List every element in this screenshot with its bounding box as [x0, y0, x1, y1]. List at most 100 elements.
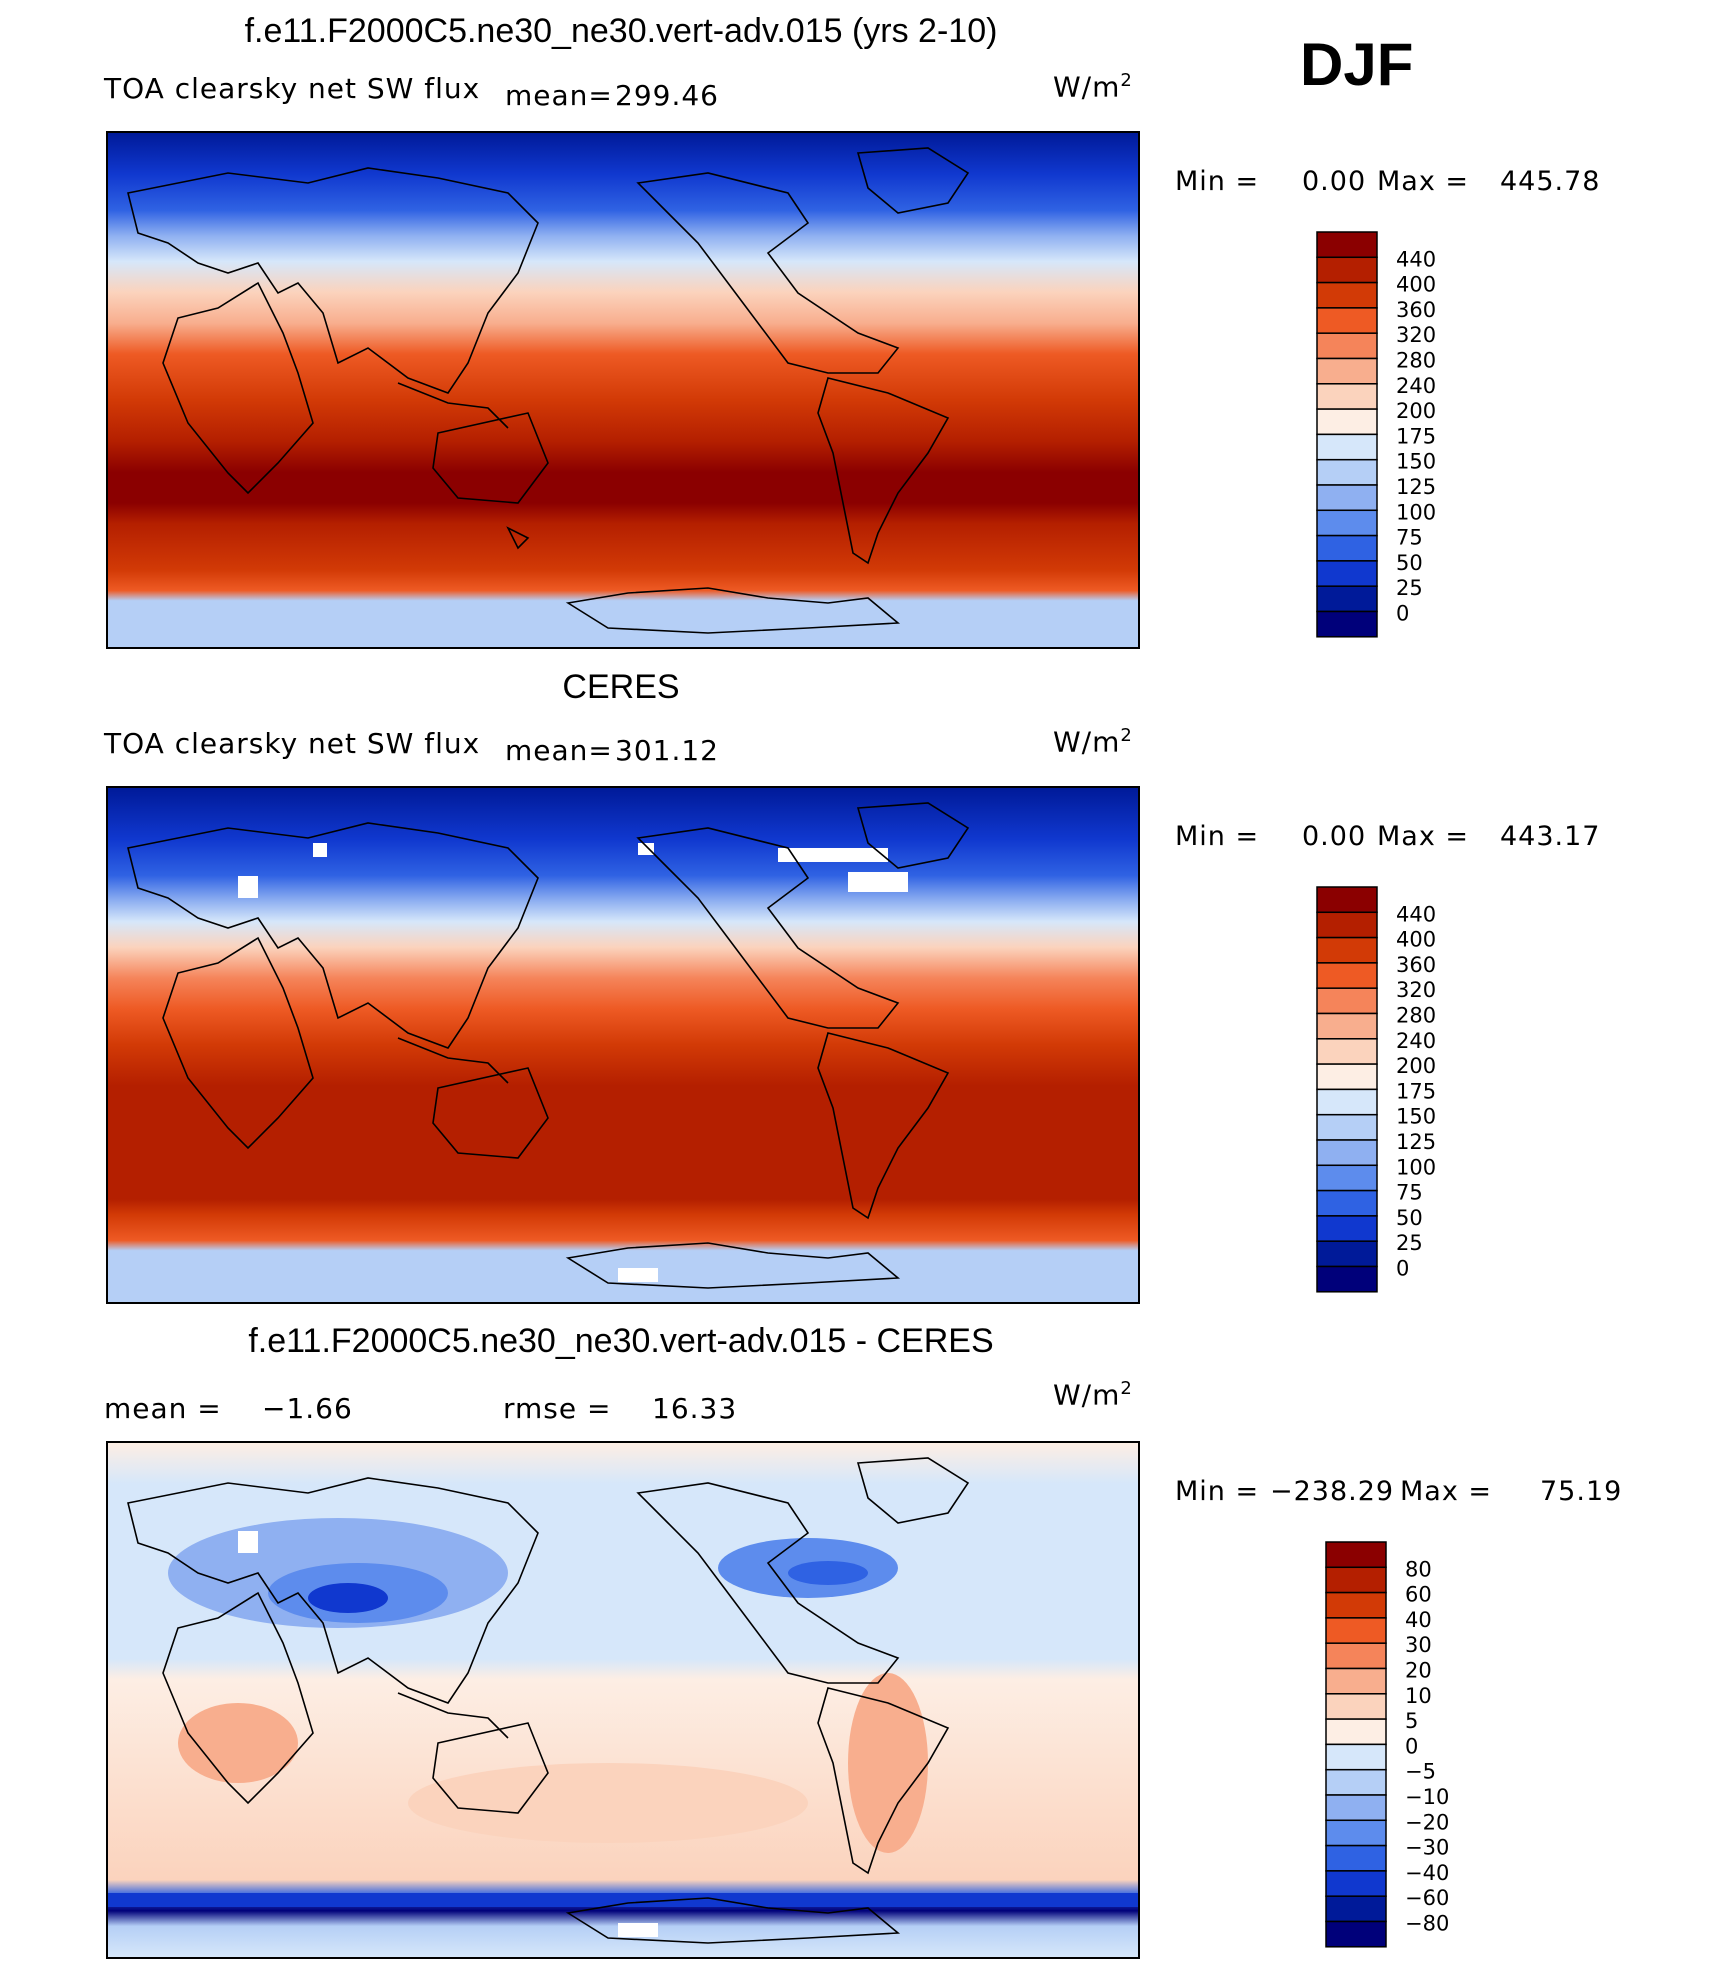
- colorbar-label: −60: [1405, 1886, 1449, 1910]
- colorbar-swatch: [1316, 936, 1378, 964]
- panel-3-map-svg: [108, 1443, 1138, 1957]
- colorbar-swatch: [1325, 1617, 1387, 1644]
- panel-2-map-svg: [108, 788, 1138, 1302]
- colorbar-swatch: [1325, 1870, 1387, 1897]
- panel-3-units: W/m2: [1053, 1378, 1133, 1412]
- colorbar-label: 20: [1405, 1659, 1432, 1683]
- colorbar-swatch: [1316, 1088, 1378, 1116]
- panel-3-min-value: −238.29: [1270, 1476, 1395, 1507]
- colorbar-label: −40: [1405, 1861, 1449, 1885]
- colorbar-label: 400: [1396, 928, 1436, 952]
- colorbar-label: 30: [1405, 1633, 1432, 1657]
- colorbar-swatch: [1325, 1895, 1387, 1923]
- colorbar-label: 125: [1396, 1130, 1436, 1154]
- panel-3-mean-value: −1.66: [262, 1392, 353, 1425]
- colorbar-swatch: [1316, 256, 1378, 284]
- panel-3-map: [106, 1441, 1140, 1959]
- colorbar-label: 280: [1396, 1004, 1436, 1028]
- colorbar-label: 150: [1396, 1105, 1436, 1129]
- panel-1-variable: TOA clearsky net SW flux: [104, 72, 481, 105]
- colorbar-label: 50: [1396, 551, 1423, 575]
- colorbar-swatch: [1316, 484, 1378, 512]
- colorbar-swatch: [1316, 886, 1378, 914]
- colorbar-swatch: [1316, 1164, 1378, 1192]
- colorbar-swatch: [1316, 1215, 1378, 1242]
- colorbar-label: 5: [1405, 1709, 1418, 1733]
- colorbar-label: 320: [1396, 323, 1436, 347]
- colorbar-swatch: [1325, 1844, 1387, 1872]
- colorbar-swatch: [1325, 1591, 1387, 1619]
- colorbar-swatch: [1316, 408, 1378, 436]
- colorbar-label: −20: [1405, 1810, 1449, 1834]
- colorbar-swatch: [1316, 911, 1378, 939]
- colorbar-swatch: [1316, 231, 1378, 259]
- colorbar-label: 360: [1396, 298, 1436, 322]
- colorbar-swatch: [1316, 509, 1378, 537]
- colorbar-swatch: [1325, 1566, 1387, 1594]
- panel-1-max-value: 445.78: [1500, 166, 1601, 197]
- colorbar-label: 75: [1396, 1181, 1423, 1205]
- colorbar-label: 175: [1396, 1079, 1436, 1103]
- colorbar-label: 440: [1396, 247, 1436, 271]
- colorbar-swatch: [1316, 1038, 1378, 1065]
- colorbar-label: 200: [1396, 399, 1436, 423]
- season-label: DJF: [1300, 31, 1414, 98]
- panel-2-min-value: 0.00: [1302, 821, 1367, 852]
- panel-3-max-label: Max =: [1400, 1476, 1493, 1507]
- colorbar-label: 200: [1396, 1054, 1436, 1078]
- panel-1-map-svg: [108, 133, 1138, 647]
- colorbar-swatch: [1316, 1139, 1378, 1167]
- panel-1-mean-value: 299.46: [615, 79, 719, 112]
- colorbar-swatch: [1325, 1667, 1387, 1695]
- colorbar-swatch: [1325, 1541, 1387, 1569]
- colorbar-label: 0: [1396, 1257, 1409, 1281]
- panel-3-title: f.e11.F2000C5.ne30_ne30.vert-adv.015 - C…: [248, 1322, 994, 1360]
- colorbar-label: 25: [1396, 1231, 1423, 1255]
- panel-3-colorbar: 80 60 40 30 20 10 5 0 −5 −10 −20 −30 −40 −60 −80: [1325, 1541, 1525, 1955]
- panel-2-variable: TOA clearsky net SW flux: [104, 727, 481, 760]
- colorbar-label: 80: [1405, 1557, 1432, 1581]
- colorbar-swatch: [1316, 332, 1378, 360]
- colorbar-label: 400: [1396, 273, 1436, 297]
- colorbar-label: 175: [1396, 424, 1436, 448]
- colorbar-label: 440: [1396, 902, 1436, 926]
- colorbar-label: −10: [1405, 1785, 1449, 1809]
- colorbar-label: 100: [1396, 1155, 1436, 1179]
- panel-2-max-value: 443.17: [1500, 821, 1601, 852]
- panel-2-mean-label: mean=: [505, 734, 613, 767]
- colorbar-swatch: [1316, 383, 1378, 410]
- colorbar-label: 100: [1396, 500, 1436, 524]
- panel-1-colorbar: 440 400 360 320 280 240 200 175 150 125 100 75 50 25 0: [1316, 231, 1516, 645]
- colorbar-swatch: [1316, 987, 1378, 1015]
- panel-2-title: CERES: [562, 668, 680, 706]
- colorbar-label: 50: [1396, 1206, 1423, 1230]
- panel-2-mean-value: 301.12: [615, 734, 719, 767]
- colorbar-swatch: [1316, 585, 1378, 613]
- panel-3-max-value: 75.19: [1540, 1476, 1623, 1507]
- colorbar-swatch: [1325, 1768, 1387, 1796]
- panel-1-max-label: Max =: [1377, 166, 1470, 197]
- panel-1-min-label: Min =: [1175, 166, 1260, 197]
- panel-2-colorbar: 440 400 360 320 280 240 200 175 150 125 100 75 50 25 0: [1316, 886, 1516, 1300]
- colorbar-swatch: [1316, 1189, 1378, 1217]
- colorbar-swatch: [1316, 1012, 1378, 1040]
- panel-2-max-label: Max =: [1377, 821, 1470, 852]
- colorbar-swatch: [1325, 1920, 1387, 1948]
- colorbar-label: −5: [1405, 1760, 1436, 1784]
- panel-1-map: [106, 131, 1140, 649]
- colorbar-swatch: [1316, 307, 1378, 334]
- colorbar-swatch: [1316, 534, 1378, 562]
- colorbar-swatch: [1316, 1063, 1378, 1091]
- colorbar-swatch: [1316, 458, 1378, 486]
- colorbar-label: −30: [1405, 1836, 1449, 1860]
- panel-1-coastlines: [127, 147, 970, 634]
- colorbar-label: 360: [1396, 953, 1436, 977]
- colorbar-label: 40: [1405, 1608, 1432, 1632]
- panel-3-min-label: Min =: [1175, 1476, 1260, 1507]
- colorbar-label: −80: [1405, 1912, 1449, 1936]
- colorbar-swatch: [1316, 610, 1378, 638]
- panel-2-map: [106, 786, 1140, 1304]
- colorbar-swatch: [1325, 1718, 1387, 1746]
- colorbar-label: 240: [1396, 374, 1436, 398]
- colorbar-swatch: [1316, 1265, 1378, 1293]
